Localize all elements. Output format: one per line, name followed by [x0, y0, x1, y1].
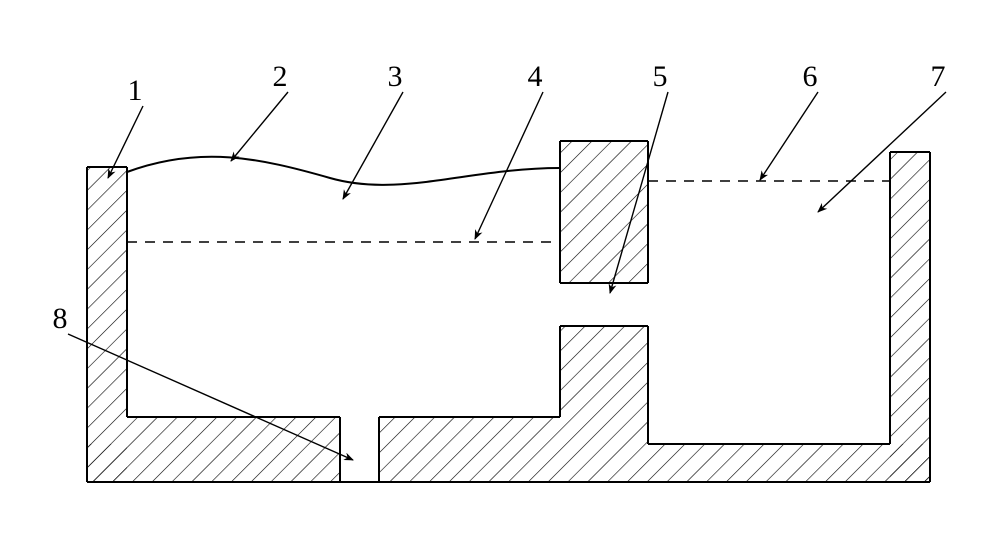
label-2: 2	[273, 60, 288, 93]
label-3: 3	[388, 60, 403, 93]
label-4: 4	[528, 60, 543, 93]
label-7: 7	[931, 60, 946, 93]
label-1: 1	[128, 74, 143, 107]
liquid-level-lines	[127, 157, 890, 242]
schematic-diagram: 1 2 3 4 5 6 7 8	[0, 0, 1000, 556]
label-8: 8	[53, 302, 68, 335]
leader-lines	[68, 92, 946, 460]
vessel-solid-body	[87, 141, 930, 482]
label-6: 6	[803, 60, 818, 93]
label-5: 5	[653, 60, 668, 93]
